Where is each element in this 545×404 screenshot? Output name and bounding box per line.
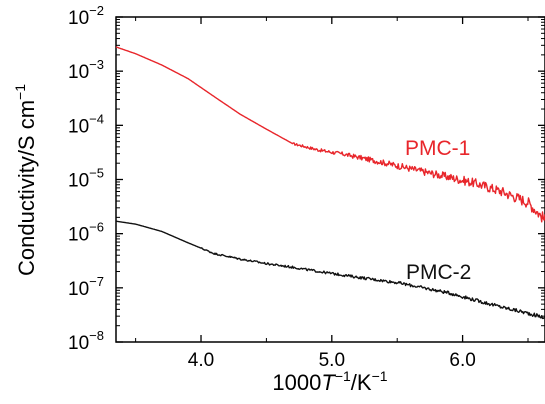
plot-area-border (115, 16, 545, 343)
series-line-pmc-1 (115, 46, 545, 223)
y-tick-label-exponent: −8 (89, 328, 104, 343)
x-axis-ticks: 4.0 5.0 6.0 (135, 17, 529, 371)
x-axis-label: 1000T−1/K−1 (272, 368, 387, 395)
x-tick-label: 5.0 (319, 350, 345, 371)
series-line-pmc-2 (115, 220, 545, 320)
y-tick-label-exponent: −4 (89, 111, 104, 126)
y-tick-label: 10−8 (68, 328, 104, 354)
y-tick-label-base: 10 (68, 8, 89, 29)
y-tick-label: 10−5 (68, 166, 104, 192)
y-tick-label-base: 10 (68, 62, 89, 83)
y-tick-label-base: 10 (68, 116, 89, 137)
y-tick-label-exponent: −3 (89, 57, 104, 72)
y-tick-label: 10−4 (68, 111, 104, 137)
y-tick-label: 10−3 (68, 57, 104, 83)
y-tick-label-exponent: −7 (89, 274, 104, 289)
y-tick-label: 10−2 (68, 3, 104, 29)
y-tick-label-base: 10 (68, 171, 89, 192)
y-axis-label: Conductivity/S cm−1 (12, 84, 39, 276)
series-layer (115, 46, 545, 320)
y-tick-label: 10−7 (68, 274, 104, 300)
plot-frame (115, 16, 545, 343)
y-tick-label-base: 10 (68, 333, 89, 354)
x-axis-label-variable: T (321, 370, 336, 395)
series-label-pmc-1: PMC-1 (405, 137, 470, 160)
y-axis-label-sup: −1 (12, 84, 28, 100)
y-axis-label-text: Conductivity/S cm (14, 100, 39, 276)
x-axis-label-number: 1000 (272, 370, 321, 395)
y-axis-ticks: 10−210−310−410−510−610−710−8 (68, 3, 545, 354)
x-tick-label: 6.0 (449, 350, 475, 371)
x-axis-label-sup2: −1 (372, 368, 388, 384)
y-tick-label-base: 10 (68, 279, 89, 300)
x-axis-label-unit: /K (351, 370, 372, 395)
y-tick-label-base: 10 (68, 225, 89, 246)
y-tick-label-exponent: −2 (89, 3, 104, 18)
y-tick-label-exponent: −6 (89, 220, 104, 235)
y-tick-label-exponent: −5 (89, 166, 104, 181)
x-tick-label: 4.0 (188, 350, 214, 371)
x-axis-label-sup1: −1 (335, 368, 351, 384)
y-tick-label: 10−6 (68, 220, 104, 246)
series-label-pmc-2: PMC-2 (406, 261, 471, 284)
